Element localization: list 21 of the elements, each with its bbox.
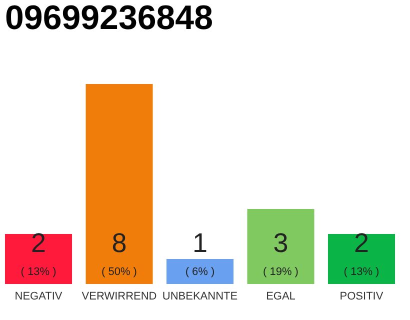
- x-tick-label: POSITIV: [340, 290, 384, 302]
- bar: [328, 234, 395, 284]
- annotation: ( 19% ): [263, 266, 298, 278]
- data-label: 2: [354, 228, 370, 258]
- bar: [247, 209, 314, 284]
- bar: [86, 84, 153, 284]
- data-label: 1: [192, 228, 208, 258]
- data-label: 2: [30, 228, 46, 258]
- data-label: 8: [112, 228, 127, 258]
- bar: [166, 259, 234, 284]
- annotation: ( 13% ): [20, 266, 56, 278]
- chart-title: 09699236848: [5, 0, 214, 37]
- annotation: ( 6% ): [185, 266, 215, 278]
- annotation: ( 13% ): [344, 266, 380, 278]
- x-tick-label: EGAL: [266, 290, 296, 302]
- x-tick-label: UNBEKANNTE: [162, 290, 238, 302]
- bar: [5, 234, 72, 284]
- data-label: 3: [273, 228, 288, 258]
- x-tick-label: NEGATIV: [14, 290, 63, 302]
- x-tick-label: VERWIRREND: [82, 290, 157, 302]
- annotation: ( 50% ): [102, 266, 137, 278]
